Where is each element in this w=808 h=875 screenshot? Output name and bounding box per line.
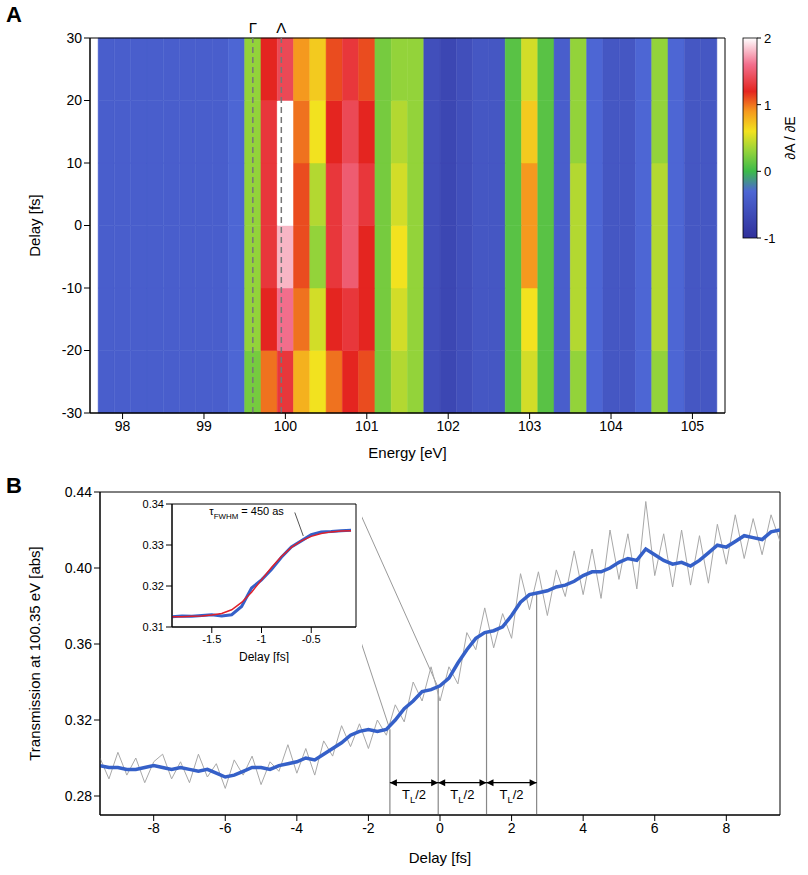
svg-text:Λ: Λ	[276, 19, 286, 36]
svg-text:0.32: 0.32	[65, 712, 92, 728]
svg-text:102: 102	[437, 418, 461, 434]
svg-text:20: 20	[66, 92, 82, 108]
svg-text:∂A / ∂E: ∂A / ∂E	[782, 116, 798, 159]
svg-text:99: 99	[196, 418, 212, 434]
svg-text:τFWHM = 450 as: τFWHM = 450 as	[209, 505, 284, 520]
svg-text:2: 2	[508, 820, 516, 836]
svg-text:0: 0	[74, 217, 82, 233]
svg-text:Delay [fs]: Delay [fs]	[26, 194, 43, 257]
svg-text:0.31: 0.31	[143, 621, 164, 633]
svg-text:TL/2: TL/2	[450, 787, 474, 805]
svg-text:30: 30	[66, 30, 82, 46]
html-text:A: A	[6, 2, 22, 27]
svg-text:98: 98	[115, 418, 131, 434]
svg-text:Γ: Γ	[249, 19, 257, 36]
svg-text:Delay [fs]: Delay [fs]	[409, 849, 472, 866]
svg-text:8: 8	[722, 820, 730, 836]
svg-text:-1.5: -1.5	[202, 633, 221, 645]
svg-text:-1: -1	[257, 633, 267, 645]
svg-text:1: 1	[764, 98, 771, 113]
svg-text:0.36: 0.36	[65, 636, 92, 652]
svg-text:2: 2	[764, 31, 771, 46]
svg-text:101: 101	[355, 418, 379, 434]
svg-text:0.40: 0.40	[65, 560, 92, 576]
svg-text:10: 10	[66, 155, 82, 171]
svg-text:0.44: 0.44	[65, 484, 92, 500]
svg-text:-0.5: -0.5	[302, 633, 321, 645]
svg-text:-2: -2	[362, 820, 375, 836]
svg-text:0.32: 0.32	[143, 580, 164, 592]
svg-text:-10: -10	[62, 280, 82, 296]
svg-text:TL/2: TL/2	[402, 787, 426, 805]
svg-text:-8: -8	[147, 820, 160, 836]
svg-text:0.33: 0.33	[143, 539, 164, 551]
svg-text:TL/2: TL/2	[500, 787, 524, 805]
svg-text:-6: -6	[219, 820, 232, 836]
svg-text:Delay [fs]: Delay [fs]	[239, 650, 289, 663]
svg-text:4: 4	[579, 820, 587, 836]
svg-text:0.28: 0.28	[65, 788, 92, 804]
svg-text:Energy [eV]: Energy [eV]	[368, 444, 446, 461]
svg-text:104: 104	[599, 418, 623, 434]
svg-text:-1: -1	[764, 231, 776, 246]
svg-text:105: 105	[681, 418, 705, 434]
svg-text:-30: -30	[62, 405, 82, 421]
svg-text:Transmission at 100.35 eV [abs: Transmission at 100.35 eV [abs]	[26, 546, 43, 761]
svg-text:0: 0	[436, 820, 444, 836]
svg-text:100: 100	[274, 418, 298, 434]
svg-text:-4: -4	[291, 820, 304, 836]
svg-text:0: 0	[764, 164, 771, 179]
html-text:B: B	[6, 473, 22, 498]
svg-text:6: 6	[651, 820, 659, 836]
svg-text:-20: -20	[62, 342, 82, 358]
svg-text:103: 103	[518, 418, 542, 434]
svg-text:0.34: 0.34	[143, 498, 164, 510]
